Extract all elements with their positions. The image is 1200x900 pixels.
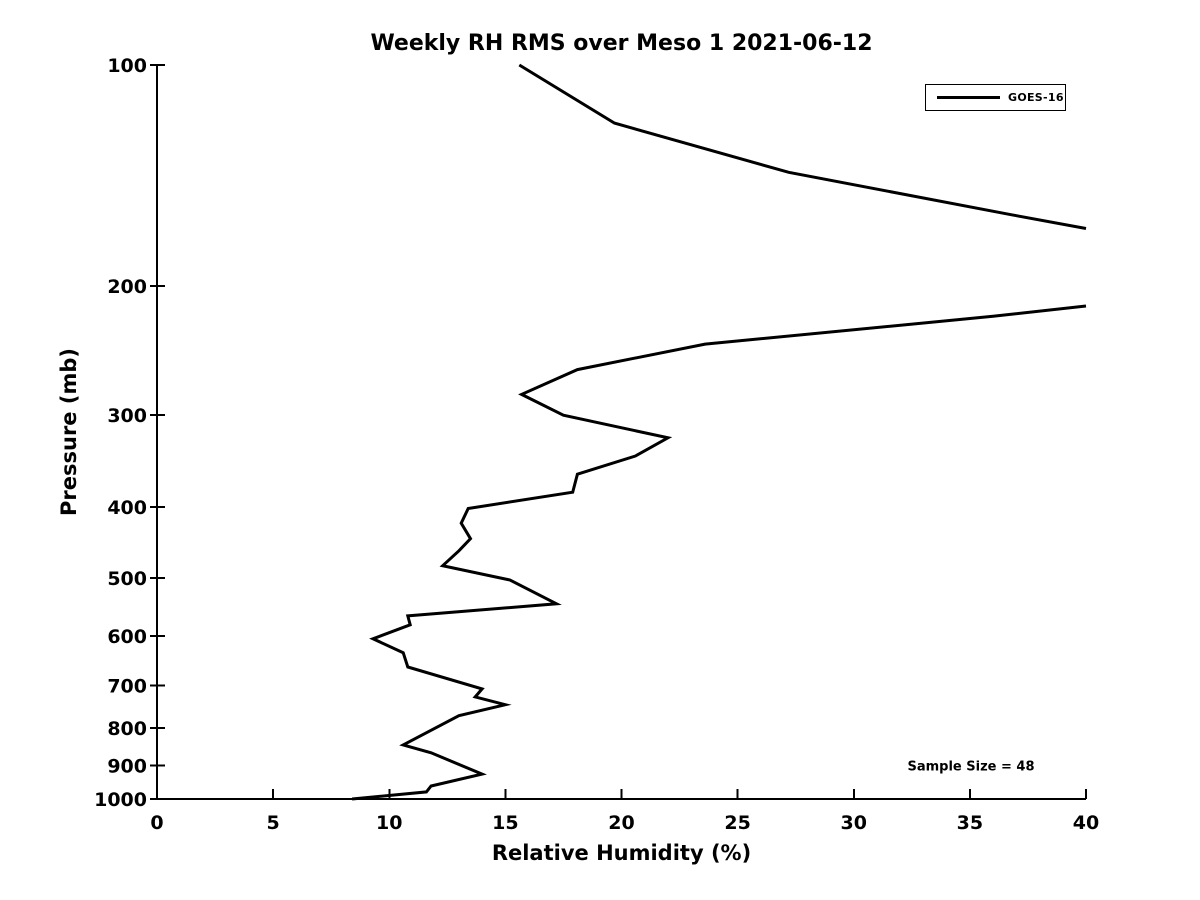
y-tick-label: 500 (107, 568, 147, 590)
legend-line-sample (937, 96, 1000, 99)
y-tick-label: 1000 (94, 789, 147, 811)
sample-size-annotation: Sample Size = 48 (907, 759, 1035, 775)
profile-line-GOES-16 (518, 63, 1087, 230)
profile-line-GOES-16 (351, 304, 1087, 801)
y-tick-label: 700 (107, 675, 147, 697)
y-tick-label: 600 (107, 626, 147, 648)
y-tick-label: 300 (107, 405, 147, 427)
x-tick-label: 30 (841, 812, 867, 834)
legend-entry-label: GOES-16 (1008, 91, 1064, 104)
axis-spines (156, 65, 1086, 800)
y-tick-label: 900 (107, 755, 147, 777)
x-tick-label: 10 (376, 812, 402, 834)
y-tick-label: 100 (107, 55, 147, 77)
chart-title: Weekly RH RMS over Meso 1 2021-06-12 (370, 31, 873, 56)
x-tick-label: 5 (267, 812, 280, 834)
y-tick-label: 200 (107, 276, 147, 298)
x-tick-label: 20 (608, 812, 634, 834)
x-tick-label: 0 (150, 812, 163, 834)
x-tick-label: 25 (724, 812, 750, 834)
y-axis-label: Pressure (mb) (57, 348, 81, 516)
y-tick-label: 800 (107, 718, 147, 740)
x-axis-label: Relative Humidity (%) (491, 841, 752, 865)
x-tick-label: 40 (1073, 812, 1099, 834)
x-tick-label: 15 (492, 812, 518, 834)
legend: GOES-16 (925, 84, 1066, 111)
x-tick-label: 35 (957, 812, 983, 834)
y-tick-label: 400 (107, 497, 147, 519)
